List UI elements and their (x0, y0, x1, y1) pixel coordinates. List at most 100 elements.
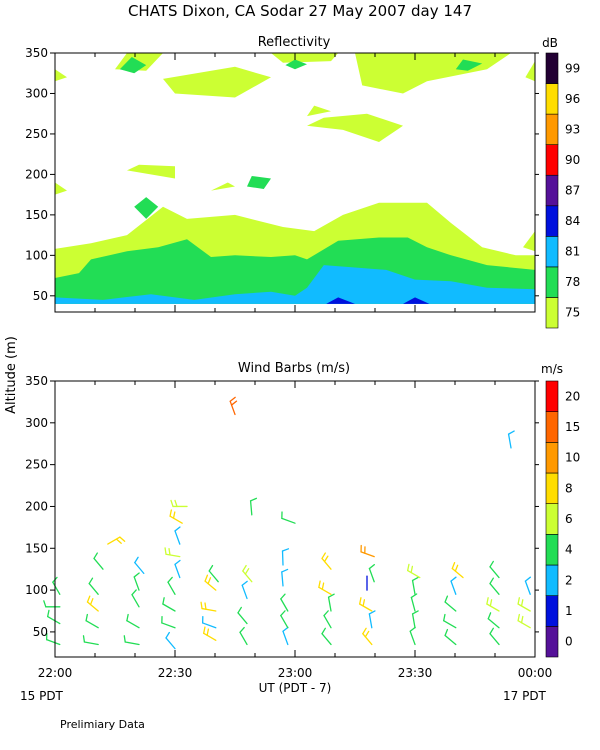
wind-barb-29 (239, 626, 248, 646)
wind-barb-feather-55-0 (411, 576, 419, 582)
wind-barb-31 (241, 580, 248, 600)
windbarb-title: Wind Barbs (m/s) (238, 361, 350, 376)
wind-barb-feather-59-0 (444, 595, 449, 603)
reflectivity-fills (55, 53, 535, 304)
wind-barb-feather-56-1 (410, 565, 414, 574)
wind-barb-16 (161, 615, 176, 629)
wind-barb-feather-61-1 (454, 564, 459, 572)
wind-barb-feather-24-0 (203, 626, 206, 634)
windbarb-colorbar-swatch-2 (545, 564, 559, 596)
wind-barb-staff-33 (249, 500, 253, 516)
wind-barb-feather-37-0 (280, 593, 286, 600)
wind-barb-feather-13-0 (133, 572, 140, 578)
wind-barb-staff-63 (487, 618, 500, 629)
wind-barb-feather-18-0 (167, 576, 173, 583)
wind-barb-staff-55 (411, 579, 416, 595)
wind-barb-feather-62-0 (489, 627, 494, 635)
reflectivity-region-84db-20 (326, 297, 355, 304)
wind-barb-staff-18 (167, 581, 176, 595)
reflectivity-region-78db-16 (455, 59, 483, 71)
wind-barb-5 (85, 613, 99, 629)
wind-barb-staff-56 (407, 569, 421, 579)
wind-barb-feather-47-0 (368, 610, 376, 615)
reflectivity-region-75db-9 (55, 182, 67, 195)
wind-barb-feather-20-0 (164, 547, 167, 555)
wind-barb-feather-20-1 (168, 547, 171, 556)
wind-barb-feather-19-0 (174, 559, 181, 566)
wind-barb-38 (281, 568, 289, 587)
wind-barb-feather-5-0 (85, 613, 88, 622)
wind-barb-staff-10 (124, 641, 140, 646)
windbarb-colorbar-swatch-7 (545, 411, 559, 443)
wind-barb-feather-61-0 (451, 562, 456, 570)
wind-barb-67 (507, 430, 515, 449)
wind-barb-staff-68 (517, 620, 531, 629)
wind-barb-47 (368, 610, 376, 629)
wind-barb-27 (204, 574, 217, 591)
wind-barb-staff-5 (85, 620, 99, 629)
wind-barb-feather-45-0 (321, 552, 326, 560)
wind-barb-staff-48 (359, 603, 373, 612)
wind-barb-staff-62 (489, 633, 500, 646)
reflectivity-colorbar-label-1: 78 (565, 275, 580, 289)
wind-barb-staff-11 (126, 620, 140, 629)
wind-barb-23 (170, 499, 188, 508)
wind-barb-feather-68-1 (520, 615, 524, 624)
reflectivity-region-75db-7 (127, 164, 175, 179)
reflectivity-ytick-label-300: 300 (25, 86, 48, 100)
wind-barb-feather-54-0 (410, 593, 418, 599)
reflectivity-region-75db-8 (211, 182, 235, 191)
wind-barb-feather-10-0 (123, 635, 126, 643)
wind-barb-feather-1-0 (47, 609, 50, 618)
wind-barb-staff-69 (517, 603, 531, 612)
wind-barb-53 (411, 610, 419, 629)
wind-barb-48 (359, 597, 373, 612)
wind-barb-feather-64-1 (489, 599, 493, 607)
wind-barb-19 (174, 559, 181, 579)
wind-barb-staff-40 (281, 517, 296, 524)
wind-barb-feather-17-0 (162, 597, 165, 605)
reflectivity-colorbar-label-5: 90 (565, 153, 580, 167)
reflectivity-colorbar-swatch-6 (545, 113, 559, 145)
wind-barb-feather-7-0 (88, 577, 94, 585)
wind-barb-28 (208, 564, 219, 583)
wind-barb-57 (444, 628, 457, 646)
wind-barb-59 (444, 595, 457, 612)
wind-barb-feather-38-0 (281, 568, 289, 573)
wind-barb-feather-70-0 (524, 576, 532, 582)
wind-barb-staff-70 (524, 580, 531, 595)
wind-barb-staff-1 (47, 615, 61, 625)
wind-barb-staff-36 (280, 614, 289, 629)
wind-barb-staff-47 (368, 613, 373, 629)
wind-barb-3 (52, 576, 61, 595)
reflectivity-ytick-label-200: 200 (25, 167, 48, 181)
wind-barb-staff-7 (88, 582, 99, 595)
wind-barb-feather-12-0 (131, 589, 137, 596)
wind-barb-40 (281, 511, 296, 524)
wind-barb-staff-45 (321, 557, 332, 570)
reflectivity-region-81db-19 (55, 265, 535, 304)
reflectivity-region-78db-17 (134, 197, 159, 219)
wind-barb-feather-29-0 (239, 626, 245, 633)
wind-barb-feather-46-0 (362, 627, 367, 635)
wind-barb-7 (88, 577, 99, 595)
wind-barb-70 (524, 576, 532, 595)
reflectivity-ytick-label-100: 100 (25, 248, 48, 262)
wind-barb-feather-69-1 (520, 599, 524, 607)
wind-barb-staff-20 (165, 553, 181, 558)
wind-barb-feather-31-0 (241, 580, 248, 586)
wind-barb-feather-26-0 (200, 601, 203, 610)
wind-barb-11 (126, 613, 140, 629)
windbarb-colorbar-unit: m/s (541, 362, 563, 376)
wind-barb-64 (486, 597, 500, 612)
wind-barb-staff-37 (280, 598, 289, 612)
windbarb-colorbar-swatch-0 (545, 626, 559, 658)
wind-barb-staff-15 (165, 637, 176, 650)
wind-barb-36 (280, 610, 289, 629)
reflectivity-ytick-label-250: 250 (25, 127, 48, 141)
wind-barb-staff-32 (242, 570, 253, 583)
wind-barb-4 (82, 635, 99, 646)
wind-barb-staff-31 (241, 584, 248, 600)
wind-barb-feather-21-0 (174, 526, 181, 532)
wind-barb-13 (133, 572, 140, 591)
